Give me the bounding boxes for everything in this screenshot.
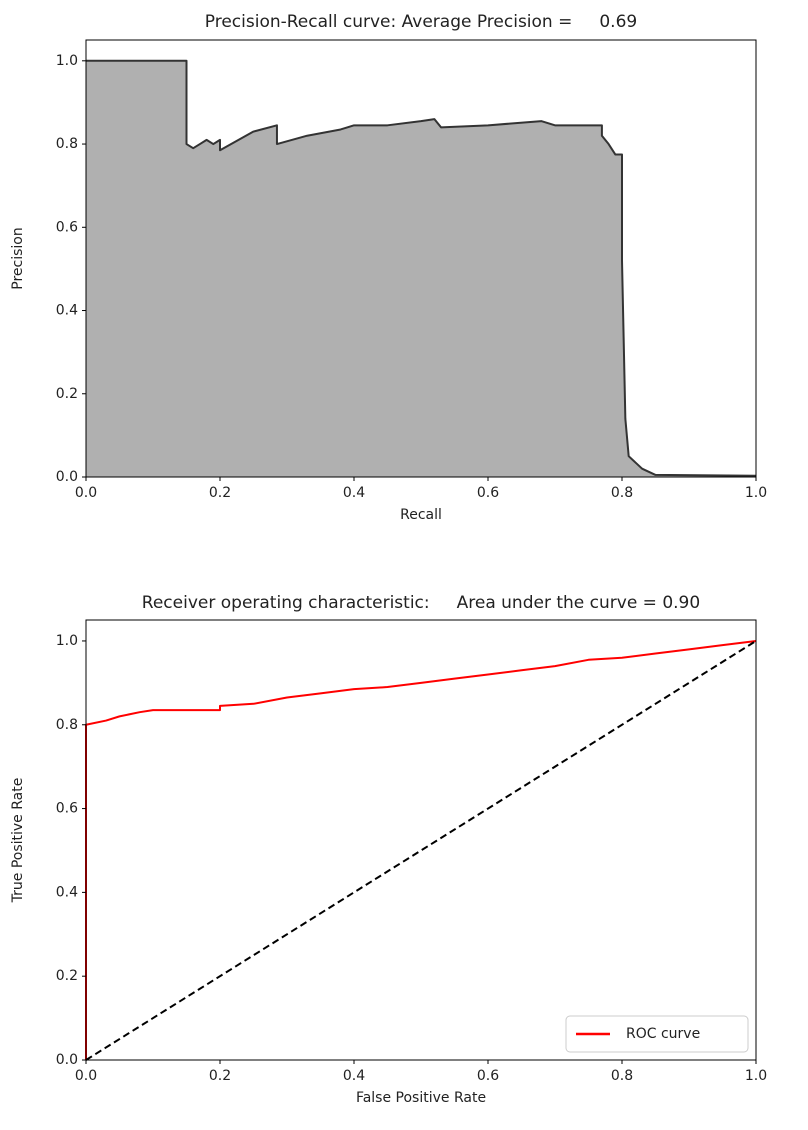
series-line — [85, 640, 757, 1061]
y-tick-label: 0.8 — [56, 717, 78, 733]
x-tick-label: 1.0 — [745, 485, 767, 501]
x-axis-label: Recall — [400, 507, 442, 523]
x-tick-label: 1.0 — [745, 1068, 767, 1084]
legend-box — [565, 1015, 749, 1053]
y-tick-label: 0.6 — [56, 801, 78, 817]
x-axis-label: False Positive Rate — [356, 1090, 486, 1106]
x-tick-label: 0.6 — [477, 1068, 499, 1084]
x-tick-label: 0.2 — [209, 485, 231, 501]
chart-title: Receiver operating characteristic: Area … — [142, 593, 700, 613]
y-tick-label: 0.6 — [56, 219, 78, 235]
y-tick-label: 0.8 — [56, 136, 78, 152]
y-axis-label: True Positive Rate — [10, 778, 26, 904]
y-tick-label: 1.0 — [56, 53, 78, 69]
x-tick-label: 0.8 — [611, 485, 633, 501]
x-tick-label: 0.8 — [611, 1068, 633, 1084]
y-axis-label: Precision — [10, 227, 26, 289]
y-tick-label: 1.0 — [56, 633, 78, 649]
x-tick-label: 0.4 — [343, 485, 365, 501]
y-tick-label: 0.2 — [56, 386, 78, 402]
x-tick-label: 0.0 — [75, 1068, 97, 1084]
series-line — [85, 639, 757, 1060]
y-tick-label: 0.4 — [56, 303, 78, 319]
y-tick-label: 0.0 — [56, 469, 78, 485]
chart-title: Precision-Recall curve: Average Precisio… — [205, 12, 637, 32]
legend-label: ROC curve — [626, 1026, 700, 1042]
x-tick-label: 0.4 — [343, 1068, 365, 1084]
x-tick-label: 0.6 — [477, 485, 499, 501]
area-fill — [86, 60, 756, 478]
axes-frame — [85, 619, 757, 1061]
series-line — [86, 59, 757, 477]
axes-frame — [85, 39, 757, 478]
x-tick-label: 0.0 — [75, 485, 97, 501]
y-tick-label: 0.4 — [56, 884, 78, 900]
x-tick-label: 0.2 — [209, 1068, 231, 1084]
y-tick-label: 0.0 — [56, 1052, 78, 1068]
y-tick-label: 0.2 — [56, 968, 78, 984]
